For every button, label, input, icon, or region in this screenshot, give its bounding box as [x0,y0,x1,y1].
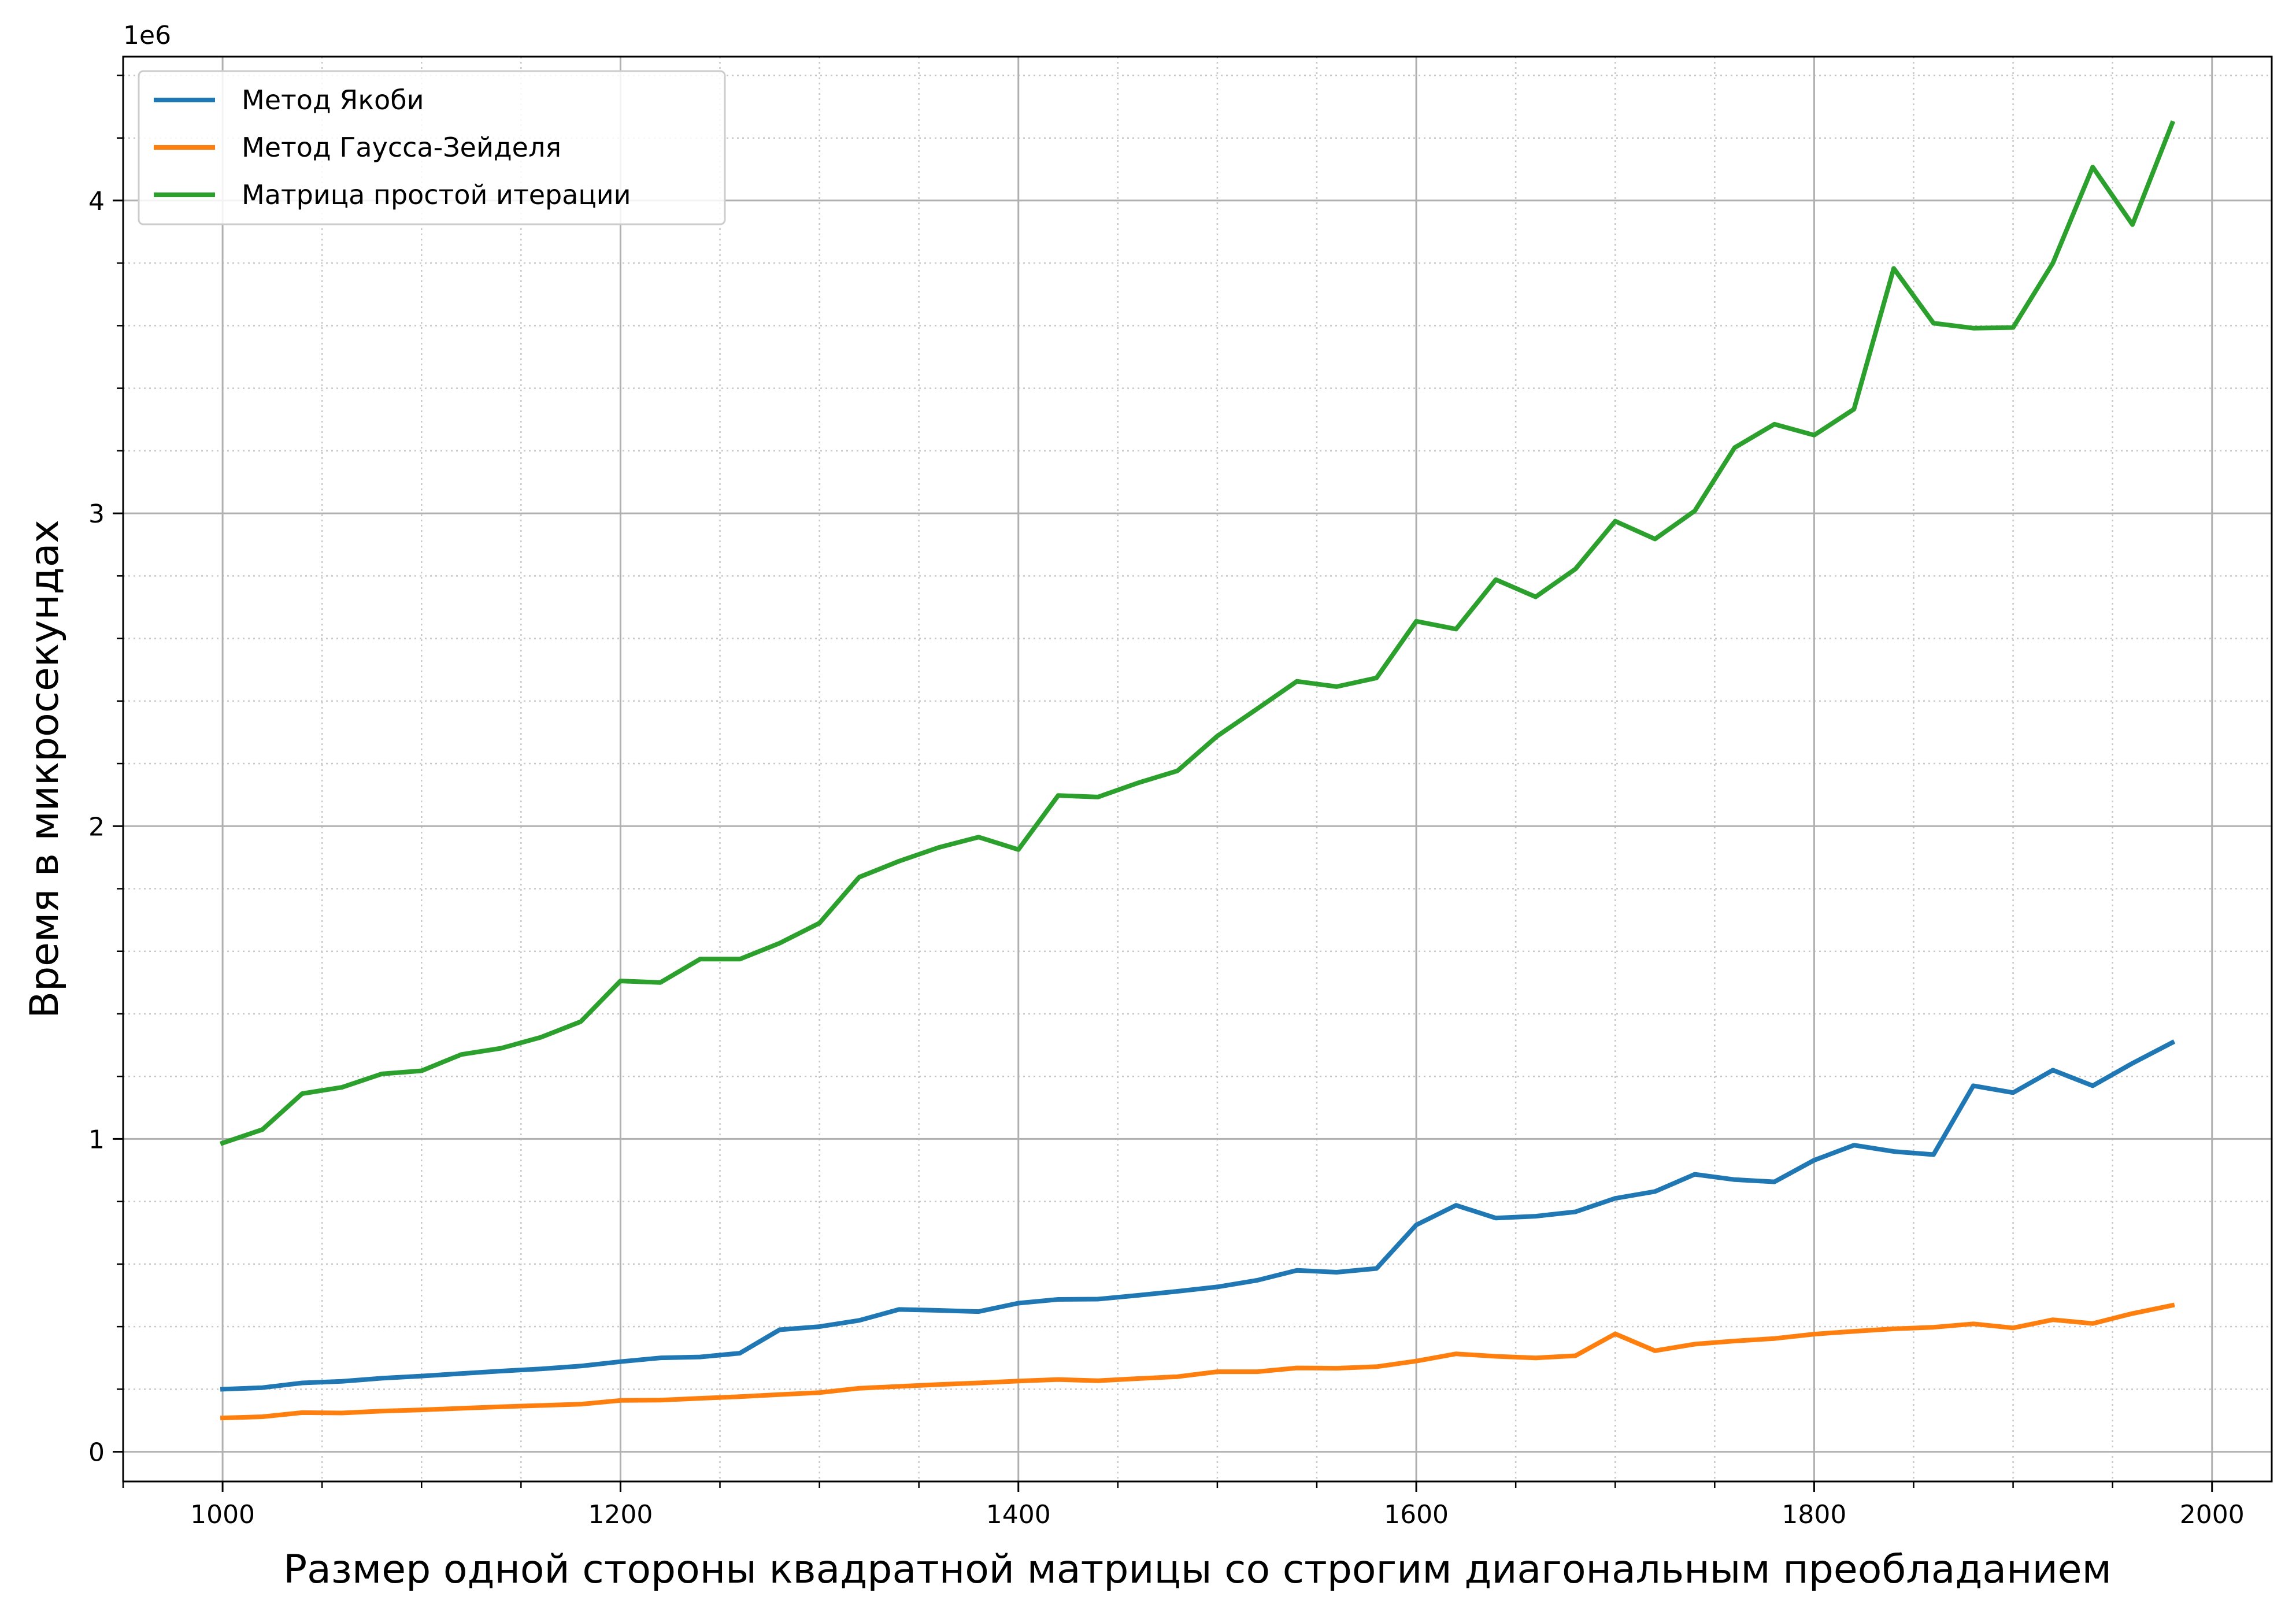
x-tick-label: 1800 [1782,1500,1846,1529]
legend-label-3: Матрица простой итерации [242,179,631,210]
series-line-3 [220,120,2176,1146]
major-gridlines [123,57,2272,1481]
y-tick-label: 4 [88,187,105,216]
legend-box [138,70,726,225]
ticks-layer: 1000 1200 1400 1600 1800 2000 0 1 2 3 4 [88,75,2245,1529]
y-tick-label: 1 [88,1125,105,1154]
x-tick-label: 1200 [588,1500,653,1529]
series-line-2 [220,1302,2175,1421]
y-offset-label: 1e6 [123,21,171,50]
plot-frame [122,55,2273,1483]
series-line-1 [220,1039,2176,1392]
x-tick-label: 1600 [1384,1500,1449,1529]
legend-label-1: Метод Якоби [242,84,424,116]
y-axis-label: Время в микросекундах [22,520,68,1018]
y-tick-label: 3 [88,499,105,529]
x-axis-label: Размер одной стороны квадратной матрицы … [283,1547,2112,1592]
legend-label-2: Метод Гаусса-Зейделя [242,132,561,163]
x-tick-label: 2000 [2180,1500,2245,1529]
minor-gridlines [122,57,2272,1481]
x-tick-label: 1400 [986,1500,1051,1529]
series-layer [220,120,2176,1421]
y-tick-label: 2 [88,812,105,842]
y-tick-label: 0 [88,1438,105,1468]
legend: Метод Якоби Метод Гаусса-Зейделя Матрица п… [138,70,726,225]
x-tick-label: 1000 [190,1500,255,1529]
